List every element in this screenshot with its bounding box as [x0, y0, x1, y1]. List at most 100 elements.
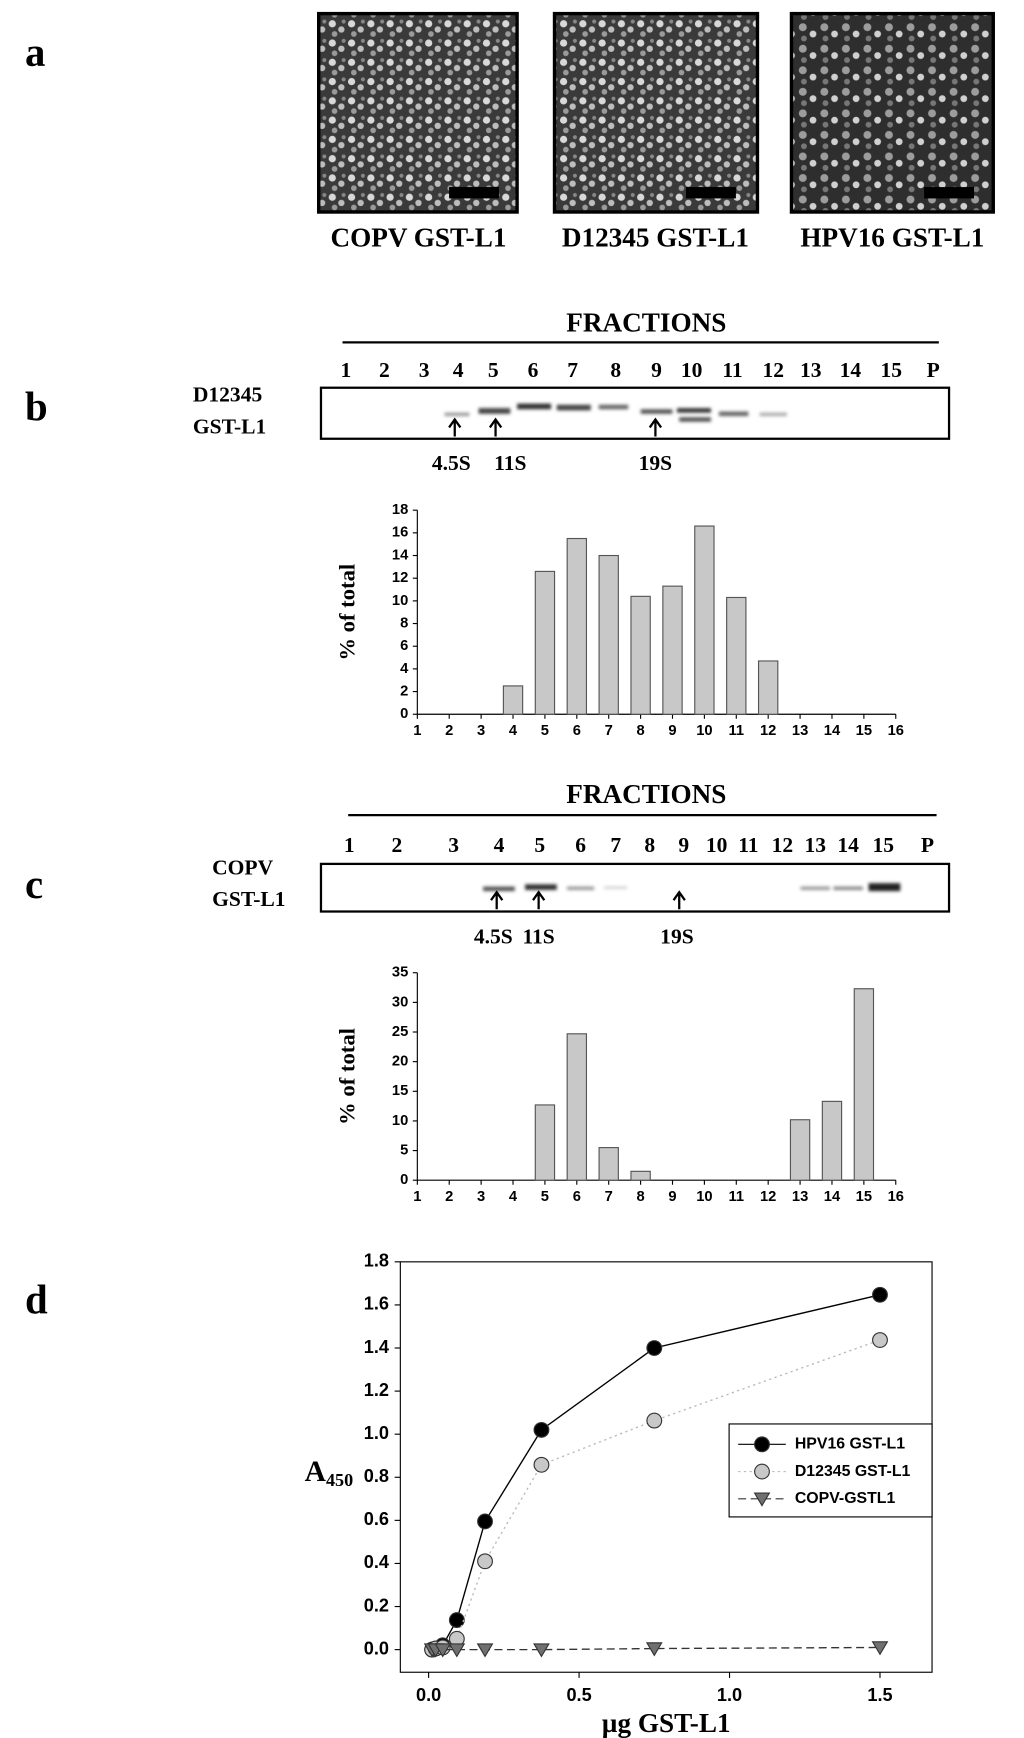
gel-band [800, 886, 831, 890]
x-tick-label: 14 [824, 723, 841, 739]
marker [753, 1492, 771, 1507]
bar [598, 554, 619, 715]
x-tick-label: 6 [573, 1189, 581, 1205]
marker [645, 1642, 663, 1657]
y-axis-label: % of total [335, 564, 360, 661]
lane-label: 10 [681, 358, 703, 382]
gel-band [598, 404, 629, 410]
x-tick-label: 0.0 [416, 1685, 441, 1705]
legend-label: HPV16 GST-L1 [795, 1436, 905, 1453]
marker-arrow [648, 417, 663, 437]
x-tick-label: 12 [760, 723, 776, 739]
scale-bar [686, 187, 736, 199]
gel-bands [444, 403, 901, 892]
y-tick-label: 14 [392, 547, 409, 563]
y-tick-label: 0.0 [364, 1638, 389, 1658]
bar [757, 660, 779, 715]
lane-label: 14 [840, 358, 862, 382]
x-tick-label: 12 [760, 1189, 776, 1205]
lane-label: 11 [738, 833, 758, 857]
micrograph [316, 11, 519, 214]
x-tick-label: 1.5 [867, 1685, 892, 1705]
gel-band [444, 412, 470, 417]
gel-band [759, 412, 787, 417]
marker [448, 1643, 466, 1658]
y-tick-label: 20 [392, 1054, 408, 1070]
marker [754, 1436, 770, 1453]
lane-label: 3 [448, 833, 459, 857]
x-tick-label: 1 [413, 723, 421, 739]
x-tick-label: 5 [541, 723, 549, 739]
marker [476, 1643, 494, 1658]
panel-label: d [25, 1277, 48, 1322]
gel-band [517, 403, 552, 410]
marker-arrow [490, 890, 504, 910]
lane-label: 1 [341, 358, 352, 382]
gel-band [556, 404, 591, 411]
lane-label: 12 [763, 358, 785, 382]
bar [534, 1104, 556, 1181]
lane-label: P [921, 833, 934, 857]
x-tick-label: 11 [729, 1189, 745, 1205]
marker-arrow [532, 890, 546, 910]
y-tick-label: 16 [392, 525, 408, 541]
x-tick-label: 9 [668, 1189, 676, 1205]
lane-label: 3 [419, 358, 430, 382]
lane-label: 12 [772, 833, 794, 857]
x-tick-label: 1.0 [717, 1685, 742, 1705]
x-tick-label: 13 [792, 1189, 808, 1205]
lane-label: 2 [379, 358, 390, 382]
x-tick-label: 2 [445, 723, 453, 739]
y-tick-label: 0.4 [364, 1552, 389, 1572]
lane-label: 1 [344, 833, 355, 857]
x-tick-label: 15 [856, 1189, 872, 1205]
y-tick-label: 1.8 [364, 1251, 389, 1271]
bar [694, 525, 715, 715]
lane-label: 5 [488, 358, 499, 382]
y-tick-label: 12 [392, 570, 408, 586]
scale-bar [924, 187, 974, 199]
y-tick-label: 2 [400, 683, 408, 699]
y-tick-label: 35 [392, 965, 408, 981]
x-tick-label: 5 [541, 1189, 549, 1205]
x-tick-label: 2 [445, 1189, 453, 1205]
lane-label: 13 [805, 833, 827, 857]
gel-band [676, 408, 711, 413]
marker [646, 1412, 663, 1429]
x-tick-label: 3 [477, 723, 485, 739]
panel-label: c [25, 862, 43, 907]
y-tick-label: 6 [400, 638, 408, 654]
y-tick-label: 1.6 [364, 1294, 389, 1314]
panel-label: a [25, 30, 45, 75]
marker [477, 1513, 493, 1530]
lane-label: 7 [567, 358, 578, 382]
y-axis-label: A450 [305, 1456, 353, 1490]
marker [754, 1463, 770, 1480]
bar [821, 1100, 843, 1181]
y-tick-label: 30 [392, 994, 408, 1010]
x-tick-label: 7 [605, 723, 613, 739]
y-tick-label: 10 [392, 1113, 408, 1129]
marker [533, 1456, 550, 1473]
marker [871, 1641, 889, 1656]
y-tick-label: 18 [392, 502, 408, 518]
marker-arrow [488, 417, 503, 437]
y-tick-label: 0.6 [364, 1509, 389, 1529]
x-tick-label: 7 [605, 1189, 613, 1205]
x-tick-label: 10 [696, 1189, 712, 1205]
lane-label: 4 [453, 358, 464, 382]
y-tick-label: 10 [392, 593, 408, 609]
gel-band [483, 886, 515, 892]
lane-label: 5 [534, 833, 545, 857]
x-tick-label: 14 [824, 1189, 841, 1205]
y-tick-label: 4 [400, 661, 409, 677]
bar [534, 570, 556, 715]
y-tick-label: 8 [400, 615, 408, 631]
sample-label: COPV [212, 856, 273, 880]
y-tick-label: 0.8 [364, 1466, 389, 1486]
marker-label: 4.5S [474, 925, 513, 949]
x-tick-label: 6 [573, 723, 581, 739]
marker-label: 11S [494, 451, 526, 475]
x-tick-label: 11 [729, 723, 745, 739]
